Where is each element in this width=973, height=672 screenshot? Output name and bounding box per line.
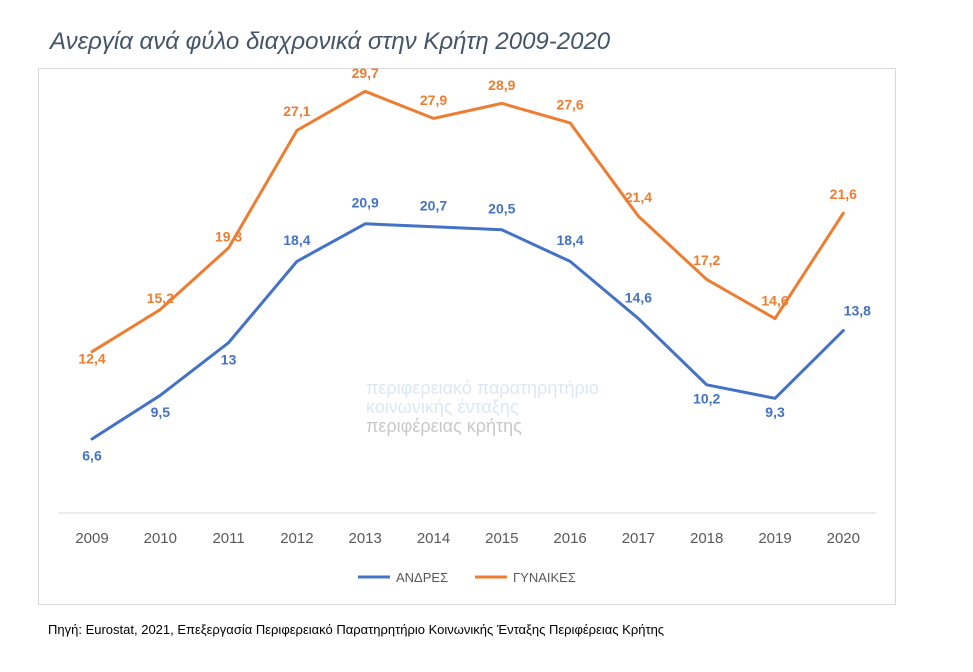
x-tick-label: 2010 — [144, 530, 177, 547]
chart-title: Ανεργία ανά φύλο διαχρονικά στην Κρήτη 2… — [50, 28, 611, 55]
source-note: Πηγή: Eurostat, 2021, Επεξεργασία Περιφε… — [48, 622, 665, 637]
data-label: 20,5 — [488, 200, 515, 216]
x-tick-label: 2016 — [553, 530, 586, 547]
data-label: 27,1 — [283, 103, 310, 119]
data-label: 21,4 — [625, 189, 652, 205]
x-tick-label: 2012 — [280, 530, 313, 547]
data-label: 12,4 — [78, 350, 105, 366]
legend-label: ΓΥΝΑΙΚΕΣ — [513, 570, 576, 585]
data-label: 20,9 — [352, 194, 379, 210]
data-label: 10,2 — [693, 390, 720, 406]
data-label: 20,7 — [420, 197, 447, 213]
x-tick-label: 2017 — [622, 530, 655, 547]
data-label: 9,3 — [765, 404, 785, 420]
x-tick-label: 2013 — [349, 530, 382, 547]
x-tick-label: 2014 — [417, 530, 450, 547]
data-label: 21,6 — [830, 186, 857, 202]
data-label: 28,9 — [488, 77, 515, 93]
x-tick-label: 2009 — [75, 530, 108, 547]
watermark-line-2: κοινωνικής ένταξης — [366, 397, 519, 417]
data-label: 29,7 — [352, 65, 379, 81]
series-line — [90, 89, 845, 354]
observatory-watermark: περιφερειακό παρατηρητήριο κοινωνικής έν… — [248, 378, 630, 438]
data-label: 27,9 — [420, 92, 447, 108]
data-label: 18,4 — [556, 232, 583, 248]
x-tick-label: 2011 — [212, 530, 244, 547]
data-label: 6,6 — [82, 448, 102, 464]
data-label: 19,3 — [215, 229, 242, 245]
data-label: 18,4 — [283, 232, 310, 248]
data-label: 14,6 — [761, 292, 788, 308]
data-label: 17,2 — [693, 252, 720, 268]
data-label: 9,5 — [151, 404, 171, 420]
watermark-line-3: περιφέρειας κρήτης — [366, 416, 522, 436]
data-label: 15,2 — [147, 290, 174, 306]
data-label: 13,8 — [844, 302, 871, 318]
x-tick-label: 2020 — [827, 530, 860, 547]
x-tick-label: 2019 — [758, 530, 791, 547]
data-label: 27,6 — [556, 97, 583, 113]
x-tick-label: 2018 — [690, 530, 723, 547]
data-label: 13 — [221, 351, 237, 367]
series-line — [90, 222, 845, 441]
observatory-logo-icon — [248, 382, 336, 434]
chart-area — [38, 68, 896, 605]
legend-label: ΑΝΔΡΕΣ — [396, 570, 448, 585]
data-label: 14,6 — [625, 289, 652, 305]
watermark-line-1: περιφερειακό παρατηρητήριο — [366, 378, 599, 398]
x-tick-label: 2015 — [485, 530, 518, 547]
